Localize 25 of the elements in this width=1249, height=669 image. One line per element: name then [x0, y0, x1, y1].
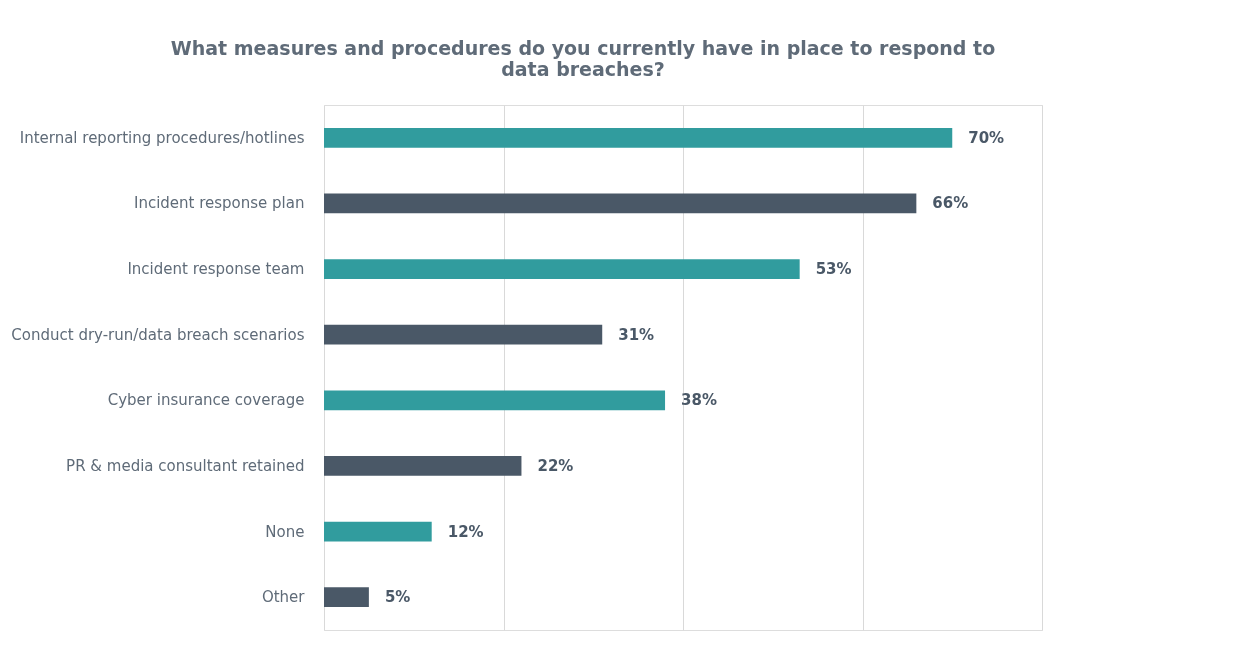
y-tick-label: Internal reporting procedures/hotlines — [19, 128, 305, 147]
bar — [324, 587, 369, 608]
data-label: 22% — [537, 456, 574, 475]
y-tick-label: Conduct dry-run/data breach scenarios — [11, 325, 305, 344]
bar — [324, 193, 917, 214]
data-label: 38% — [681, 391, 717, 410]
y-tick-label: PR & media consultant retained — [66, 456, 305, 475]
bar — [324, 127, 953, 148]
data-label: 5% — [384, 588, 411, 607]
bar — [324, 324, 603, 345]
data-label: 66% — [932, 194, 969, 213]
y-tick-label: Other — [261, 588, 306, 607]
bar — [324, 259, 800, 279]
data-label: 70% — [968, 128, 1005, 147]
y-tick-label: None — [265, 522, 305, 541]
data-label: 31% — [618, 325, 655, 344]
y-tick-label: Cyber insurance coverage — [107, 391, 305, 410]
data-label: 12% — [447, 522, 484, 541]
chart-title: What measures and procedures do you currently have in place to respond to data breaches? — [170, 37, 996, 80]
data-label: 53% — [815, 260, 852, 279]
bar — [324, 521, 432, 542]
bar — [324, 456, 522, 476]
y-tick-label: Incident response plan — [133, 194, 305, 213]
y-tick-label: Incident response team — [127, 260, 305, 279]
bar — [324, 390, 666, 411]
